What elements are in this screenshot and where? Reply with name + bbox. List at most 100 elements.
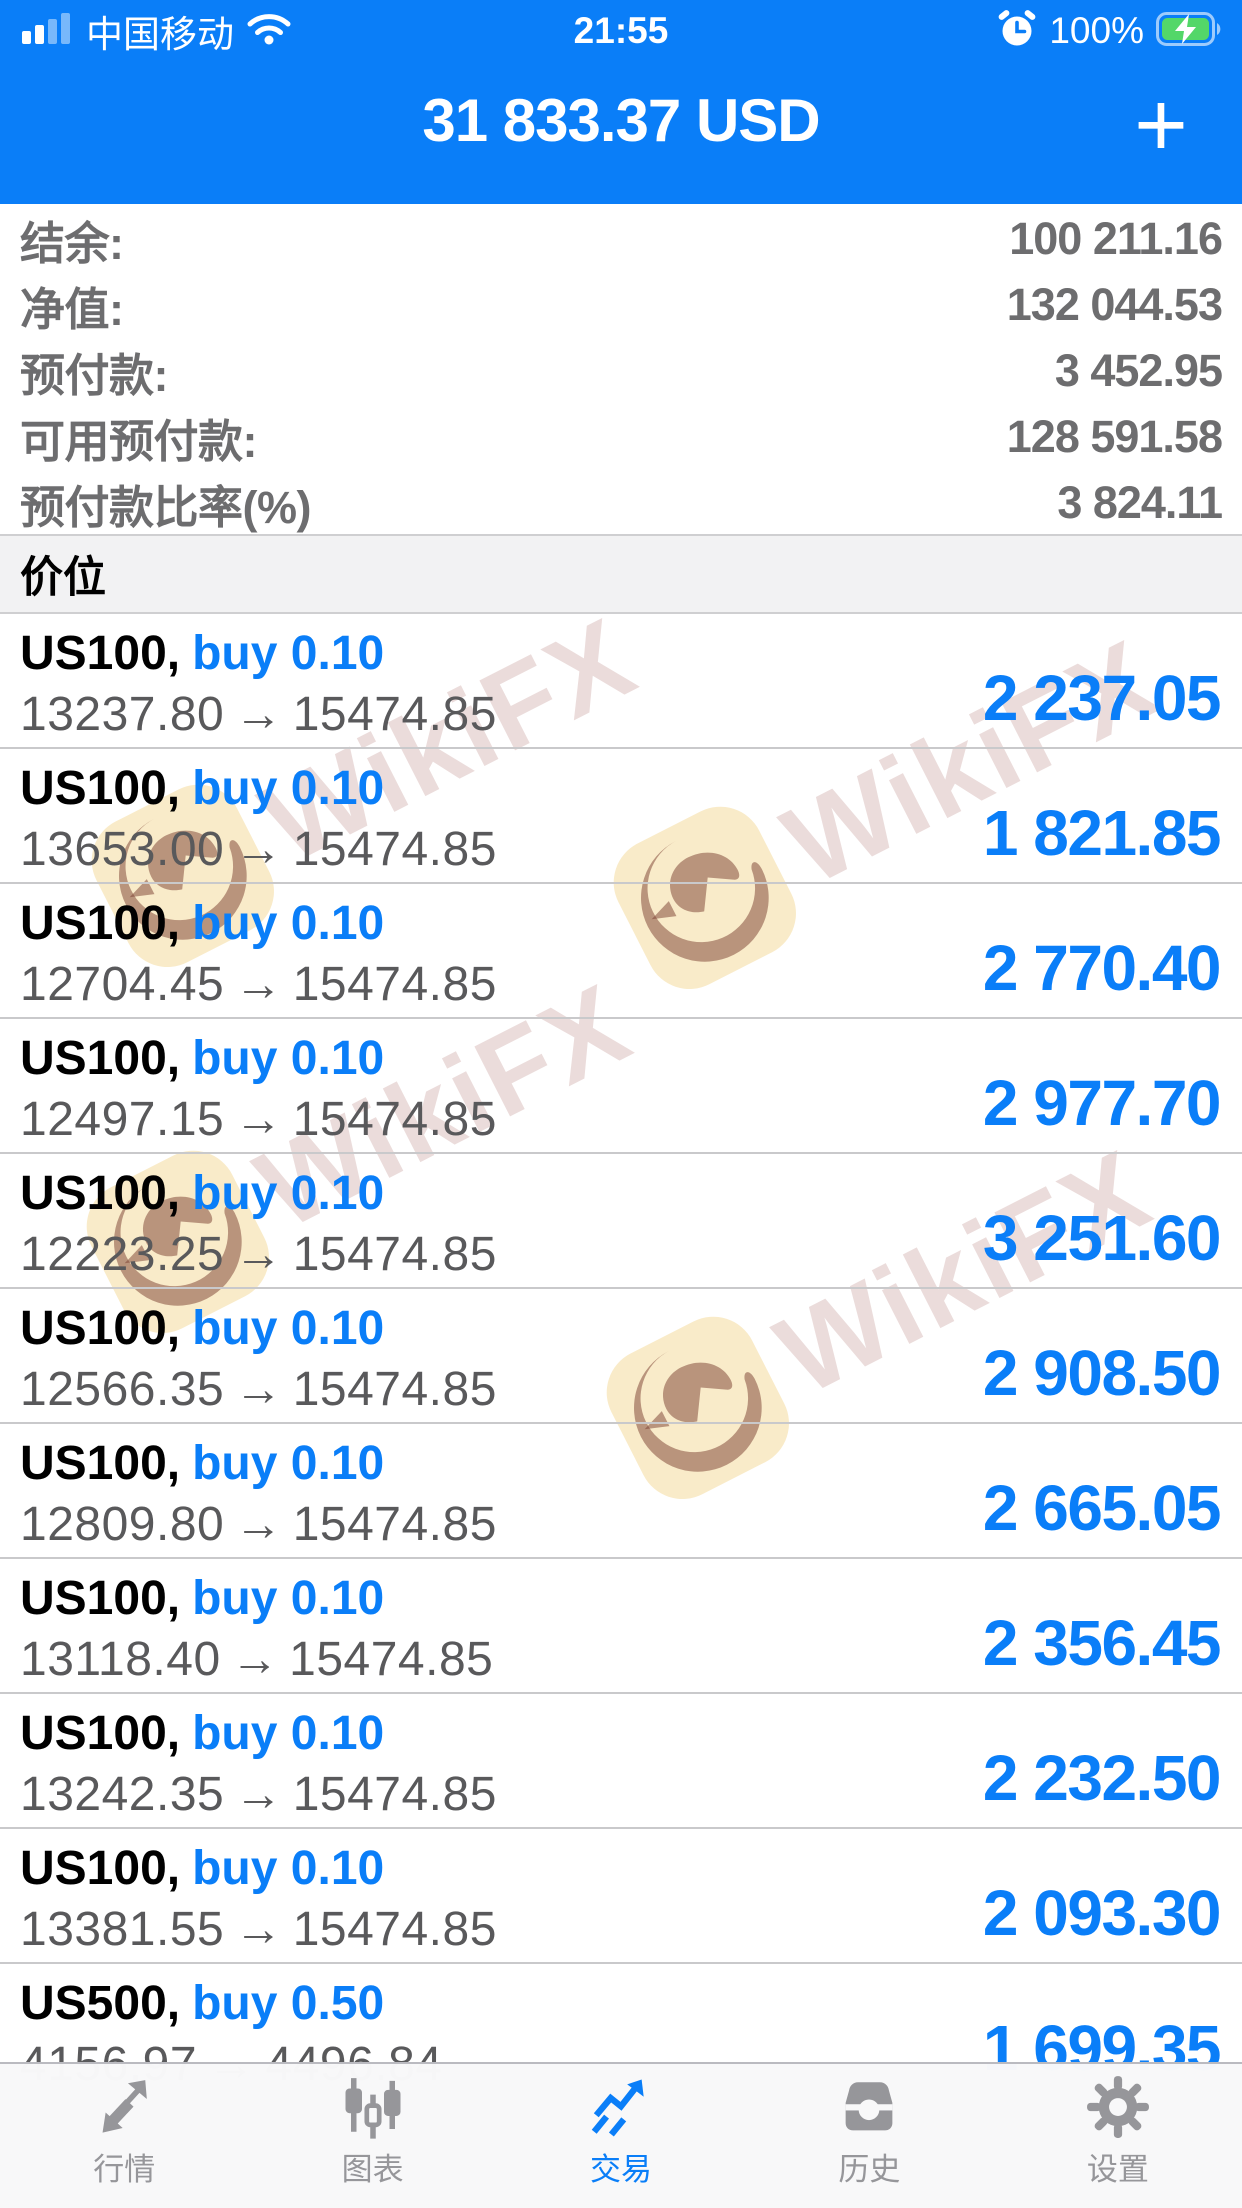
position-price-line: 13237.80 → 15474.85 — [20, 687, 497, 742]
position-row[interactable]: US100, buy 0.10 13237.80 → 15474.85 2 237.05 — [0, 614, 1242, 749]
position-row[interactable]: US100, buy 0.10 12704.45 → 15474.85 2 770.40 — [0, 884, 1242, 1019]
price-arrow: → — [234, 958, 283, 1011]
account-row-label: 预付款比率(%) — [20, 481, 311, 533]
price-arrow: → — [234, 1498, 283, 1551]
tab-label: 历史 — [838, 2152, 901, 2187]
account-row-value: 3 824.11 — [1057, 477, 1223, 528]
side-volume-label: buy 0.10 — [192, 1302, 385, 1355]
symbol-label: US100, — [20, 1032, 181, 1085]
position-row[interactable]: US100, buy 0.10 13242.35 → 15474.85 2 232.50 — [0, 1694, 1242, 1829]
add-order-button[interactable]: + — [1116, 79, 1206, 171]
account-row-label: 预付款: — [20, 349, 169, 401]
open-price: 13242.35 — [20, 1768, 225, 1821]
position-price-line: 12566.35 → 15474.85 — [20, 1362, 497, 1417]
profit-value: 2 977.70 — [982, 1067, 1222, 1139]
account-row: 结余: 100 211.16 — [0, 206, 1242, 272]
history-icon — [836, 2074, 902, 2140]
position-symbol-line: US100, buy 0.10 — [20, 761, 384, 816]
position-symbol-line: US100, buy 0.10 — [20, 1841, 384, 1896]
open-price: 13118.40 — [20, 1633, 221, 1686]
tab-charts[interactable]: 图表 — [248, 2064, 496, 2208]
side-volume-label: buy 0.10 — [192, 1167, 385, 1220]
quotes-icon — [91, 2074, 157, 2140]
side-volume-label: buy 0.10 — [192, 897, 385, 950]
position-row[interactable]: US100, buy 0.10 12809.80 → 15474.85 2 665.05 — [0, 1424, 1242, 1559]
tab-label: 交易 — [590, 2152, 653, 2187]
side-volume-label: buy 0.10 — [192, 1707, 385, 1760]
current-price: 15474.85 — [292, 823, 497, 876]
side-volume-label: buy 0.10 — [192, 1842, 385, 1895]
status-right: 100% — [997, 0, 1224, 62]
position-price-line: 12704.45 → 15474.85 — [20, 957, 497, 1012]
position-row[interactable]: US100, buy 0.10 12566.35 → 15474.85 2 908.50 — [0, 1289, 1242, 1424]
position-row[interactable]: US100, buy 0.10 12497.15 → 15474.85 2 977.70 — [0, 1019, 1242, 1154]
profit-value: 2 093.30 — [982, 1877, 1222, 1949]
position-price-line: 12223.25 → 15474.85 — [20, 1227, 497, 1282]
side-volume-label: buy 0.50 — [192, 1977, 385, 2030]
account-row-label: 结余: — [20, 217, 124, 269]
price-arrow: → — [234, 1093, 283, 1146]
symbol-label: US100, — [20, 1707, 181, 1760]
symbol-label: US100, — [20, 1437, 181, 1490]
current-price: 15474.85 — [292, 1498, 497, 1551]
profit-value: 3 251.60 — [982, 1202, 1222, 1274]
symbol-label: US100, — [20, 627, 181, 680]
price-arrow: → — [234, 1768, 283, 1821]
open-price: 12566.35 — [20, 1363, 225, 1416]
position-price-line: 12809.80 → 15474.85 — [20, 1497, 497, 1552]
account-row-value: 3 452.95 — [1054, 345, 1223, 396]
status-left: 中国移动 — [22, 0, 292, 62]
symbol-label: US100, — [20, 1167, 181, 1220]
account-row-value: 128 591.58 — [1006, 411, 1223, 462]
profit-value: 1 821.85 — [982, 797, 1222, 869]
price-arrow: → — [234, 688, 283, 741]
settings-icon — [1085, 2074, 1151, 2140]
position-row[interactable]: US500,buy 0.504156.97→4496.841 699.35 — [0, 1964, 1242, 2099]
profit-value: 2 908.50 — [982, 1337, 1222, 1409]
account-row: 可用预付款: 128 591.58 — [0, 404, 1242, 470]
open-price: 13237.80 — [20, 688, 225, 741]
open-price: 12497.15 — [20, 1093, 225, 1146]
price-arrow: → — [234, 1228, 283, 1281]
account-row: 净值: 132 044.53 — [0, 272, 1242, 338]
current-price: 15474.85 — [292, 1363, 497, 1416]
price-arrow: → — [234, 1363, 283, 1416]
position-row[interactable]: US100, buy 0.10 12223.25 → 15474.85 3 251.60 — [0, 1154, 1242, 1289]
side-volume-label: buy 0.10 — [192, 762, 385, 815]
section-header: 价位 — [0, 534, 1242, 614]
account-summary: 结余: 100 211.16 净值: 132 044.53 预付款: 3 452.95 可用… — [0, 206, 1242, 536]
tab-settings[interactable]: 设置 — [994, 2064, 1242, 2208]
tab-history[interactable]: 历史 — [745, 2064, 993, 2208]
position-symbol-line: US500, buy 0.50 — [20, 1976, 384, 2031]
open-price: 13653.00 — [20, 823, 225, 876]
profit-value: 2 665.05 — [982, 1472, 1222, 1544]
open-price: 12809.80 — [20, 1498, 225, 1551]
tab-quotes[interactable]: 行情 — [0, 2064, 248, 2208]
tab-trade[interactable]: 交易 — [497, 2064, 745, 2208]
profit-value: 2 770.40 — [982, 932, 1222, 1004]
profit-value: 2 356.45 — [982, 1607, 1222, 1679]
position-price-line: 13381.55 → 15474.85 — [20, 1902, 497, 1957]
current-price: 15474.85 — [289, 1633, 494, 1686]
current-price: 15474.85 — [292, 958, 497, 1011]
current-price: 15474.85 — [292, 688, 497, 741]
side-volume-label: buy 0.10 — [192, 1572, 385, 1625]
side-volume-label: buy 0.10 — [192, 627, 385, 680]
position-row[interactable]: US100, buy 0.10 13381.55 → 15474.85 2 093.30 — [0, 1829, 1242, 1964]
account-row-value: 132 044.53 — [1006, 279, 1223, 330]
position-row[interactable]: US100, buy 0.10 13653.00 → 15474.85 1 821.85 — [0, 749, 1242, 884]
position-symbol-line: US100, buy 0.10 — [20, 896, 384, 951]
symbol-label: US100, — [20, 762, 181, 815]
wifi-icon — [246, 12, 292, 51]
position-symbol-line: US100, buy 0.10 — [20, 626, 384, 681]
symbol-label: US500, — [20, 1977, 181, 2030]
open-price: 12223.25 — [20, 1228, 225, 1281]
position-symbol-line: US100, buy 0.10 — [20, 1571, 384, 1626]
account-row: 预付款比率(%) 3 824.11 — [0, 470, 1242, 536]
position-row[interactable]: US100, buy 0.10 13118.40 → 15474.85 2 356.45 — [0, 1559, 1242, 1694]
account-row: 预付款: 3 452.95 — [0, 338, 1242, 404]
carrier-label: 中国移动 — [86, 14, 234, 55]
position-symbol-line: US100, buy 0.10 — [20, 1166, 384, 1221]
side-volume-label: buy 0.10 — [192, 1032, 385, 1085]
symbol-label: US100, — [20, 897, 181, 950]
